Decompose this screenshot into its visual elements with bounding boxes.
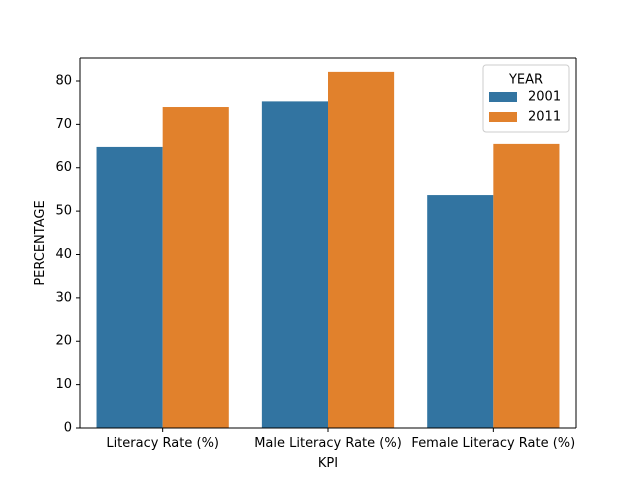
y-tick-label: 70	[55, 117, 72, 132]
y-ticks-group: 0 10 20 30 40 50 60 70 80	[55, 73, 80, 436]
bar-2001-1	[261, 101, 328, 428]
x-tick-label: Male Literacy Rate (%)	[254, 436, 402, 451]
x-ticks-group: Literacy Rate (%) Male Literacy Rate (%) F…	[106, 428, 575, 451]
x-tick-label: Female Literacy Rate (%)	[411, 436, 575, 451]
legend-label-2001: 2001	[528, 90, 561, 105]
x-axis-label: KPI	[318, 456, 338, 471]
y-tick-label: 20	[55, 334, 72, 349]
bars-group	[96, 71, 560, 429]
y-axis-label: PERCENTAGE	[33, 200, 48, 285]
y-tick-label: 60	[55, 160, 72, 175]
bar-2001-2	[427, 195, 494, 428]
y-tick-label: 80	[55, 73, 72, 88]
bar-2011-0	[162, 107, 229, 429]
y-tick-label: 10	[55, 377, 72, 392]
legend-label-2011: 2011	[528, 110, 561, 125]
y-tick-label: 50	[55, 204, 72, 219]
bar-2011-1	[328, 71, 395, 428]
legend-swatch-2011	[489, 112, 517, 122]
y-tick-label: 0	[64, 421, 72, 436]
bar-2001-0	[96, 146, 163, 429]
legend-swatch-2001	[489, 92, 517, 102]
legend-title: YEAR	[508, 73, 543, 88]
y-tick-label: 40	[55, 247, 72, 262]
y-tick-label: 30	[55, 290, 72, 305]
legend: YEAR 2001 2011	[482, 64, 570, 133]
x-tick-label: Literacy Rate (%)	[106, 436, 219, 451]
bar-2011-2	[493, 143, 560, 428]
